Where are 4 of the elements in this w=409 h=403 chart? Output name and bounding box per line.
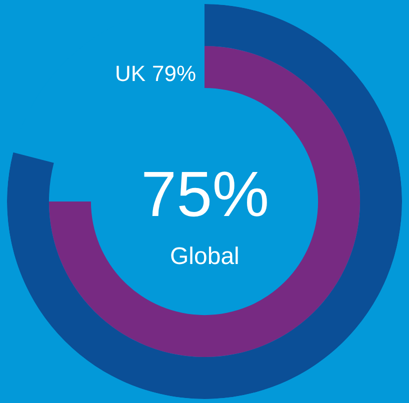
- category-label: Global: [170, 243, 240, 270]
- data-label: 75%: [141, 158, 270, 230]
- data-label: 79%: [152, 61, 196, 86]
- category-label: UK: [115, 61, 146, 86]
